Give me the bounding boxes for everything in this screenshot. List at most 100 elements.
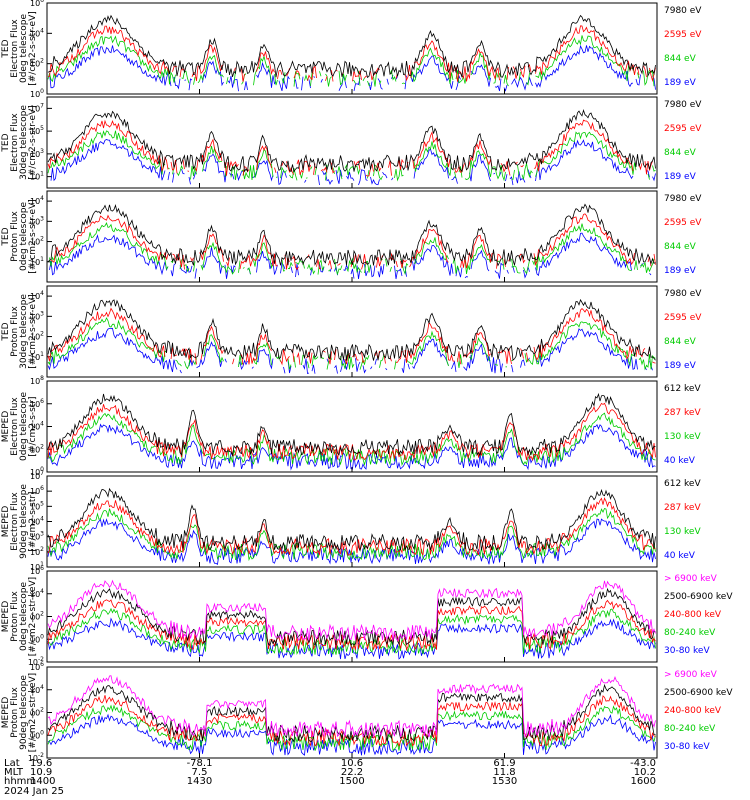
legend-entry: 40 keV [664, 551, 696, 561]
panel-frame [46, 666, 658, 759]
panel-5: 108 106 104 102 100 MEPED Electron Flux 0deg te… [1, 375, 701, 477]
y-tick-label: 100 [30, 633, 44, 644]
y-axis-label-line: Electron Flux [10, 397, 20, 456]
y-tick-label: 102 [30, 611, 44, 622]
y-tick-label: 103 [30, 215, 44, 226]
y-axis-label-line: 90deg telescope [19, 484, 29, 559]
x-tick-hhmm: 1430 [187, 776, 212, 787]
series-line [47, 579, 656, 642]
x-tick-mlt: 7.5 [192, 767, 208, 778]
y-tick-label: 10-2 [28, 656, 44, 667]
panel-8: 106 104 102 100 10-2 MEPED Proton Flux 90deg te… [1, 661, 733, 763]
y-axis-label-line: Electron Flux [10, 492, 20, 551]
legend-entry: > 6900 keV [664, 574, 718, 584]
y-tick-label: 108 [30, 375, 44, 386]
panel-frame [46, 2, 658, 95]
y-tick-label: 102 [30, 236, 44, 247]
y-axis-label-line: Electron Flux [10, 113, 20, 172]
series-line [50, 139, 656, 186]
y-tick-label: 104 [30, 290, 44, 301]
x-tick-hhmm: 1530 [492, 776, 517, 787]
y-axis-label-line: TED [1, 227, 11, 246]
y-axis-label-line: [#/cm2-s-str-eV] [28, 11, 38, 86]
panel-3: 104 103 102 101 TED Proton Flux 0deg telescope… [1, 190, 702, 283]
y-tick-label: 106 [30, 485, 44, 496]
legend-entry: 240-800 keV [664, 610, 722, 620]
y-tick-label: 102 [30, 331, 44, 342]
y-tick-label: 10-2 [28, 752, 44, 763]
y-axis-label-line: 0deg telescope [19, 14, 29, 84]
y-tick-label: 105 [30, 125, 44, 136]
y-axis-label-line: [#/cm2-s-str] [28, 396, 38, 456]
y-axis-label-line: MEPED [1, 697, 11, 729]
series-line [47, 617, 656, 660]
x-tick-hhmm: 1500 [339, 776, 364, 787]
series-line [47, 14, 656, 79]
y-tick-label: 101 [30, 561, 44, 572]
legend-entry: 189 eV [664, 172, 697, 182]
y-tick-label: 106 [30, 398, 44, 409]
legend-entry: 189 eV [664, 361, 697, 371]
legend-entry: 287 keV [664, 503, 701, 513]
legend-entry: 2595 eV [664, 30, 702, 40]
legend-entry: 844 eV [664, 148, 697, 158]
y-tick-label: 102 [30, 443, 44, 454]
series-line [48, 120, 656, 176]
y-axis-label-line: [#/cm2-s-str] [28, 491, 38, 551]
legend-entry: 189 eV [664, 78, 697, 88]
date-label: 2024 Jan 25 [4, 786, 64, 797]
legend-entry: 130 keV [664, 527, 701, 537]
x-tick-lat: 19.6 [30, 758, 52, 769]
y-tick-label: 104 [30, 195, 44, 206]
series-line [48, 25, 656, 83]
legend-entry: 612 keV [664, 479, 701, 489]
legend-entry: 2500-6900 keV [664, 592, 733, 602]
y-axis-label-line: MEPED [1, 411, 11, 443]
x-row-label: MLT [4, 767, 24, 778]
y-tick-label: 104 [30, 516, 44, 527]
y-axis-label-line: 90deg telescope [19, 675, 29, 750]
legend-entry: 40 keV [664, 456, 696, 466]
y-tick-label: 101 [30, 256, 44, 267]
series-line [47, 587, 656, 646]
y-axis-label-line: 0deg telescope [19, 582, 29, 652]
panel-2: 107 105 103 101 TED Electron Flux 30deg telesc… [1, 96, 702, 189]
y-axis-label-line: Proton Flux [10, 687, 20, 738]
series-line [47, 683, 656, 743]
series-line [49, 222, 655, 276]
y-tick-label: 104 [30, 421, 44, 432]
x-tick-mlt: 22.2 [341, 767, 363, 778]
panel-4: 104 103 102 101 TED Proton Flux 30deg telescop… [1, 285, 702, 378]
legend-entry: 2500-6900 keV [664, 688, 733, 698]
y-tick-label: 100 [30, 466, 44, 477]
y-axis-label-line: Proton Flux [10, 211, 20, 262]
legend-entry: 2595 eV [664, 218, 702, 228]
y-tick-label: 104 [30, 684, 44, 695]
legend-entry: 240-800 keV [664, 706, 722, 716]
legend-entry: 844 eV [664, 337, 697, 347]
y-tick-label: 106 [30, 661, 44, 672]
y-tick-label: 107 [30, 102, 44, 113]
series-line [47, 675, 656, 739]
legend-entry: 2595 eV [664, 313, 702, 323]
y-tick-label: 106 [30, 565, 44, 576]
y-axis-label-line: 0deg telescope [19, 202, 29, 272]
series-line [47, 713, 656, 756]
legend-entry: 2595 eV [664, 124, 702, 134]
legend-entry: 80-240 keV [664, 724, 716, 734]
y-tick-label: 103 [30, 531, 44, 542]
x-tick-lat: 61.9 [493, 758, 515, 769]
y-axis-label-line: TED [1, 322, 11, 341]
y-axis-label-line: MEPED [1, 601, 11, 633]
x-tick-hhmm: 1600 [631, 776, 656, 787]
x-tick-lat: -78.1 [187, 758, 213, 769]
y-tick-label: 105 [30, 500, 44, 511]
legend-entry: 844 eV [664, 54, 697, 64]
x-tick-mlt: 10.9 [30, 767, 52, 778]
y-tick-label: 106 [30, 0, 44, 8]
legend-entry: 844 eV [664, 242, 697, 252]
y-axis-label-line: Proton Flux [10, 306, 20, 357]
y-axis-label-line: 30deg telescope [19, 105, 29, 180]
series-line [47, 109, 656, 173]
